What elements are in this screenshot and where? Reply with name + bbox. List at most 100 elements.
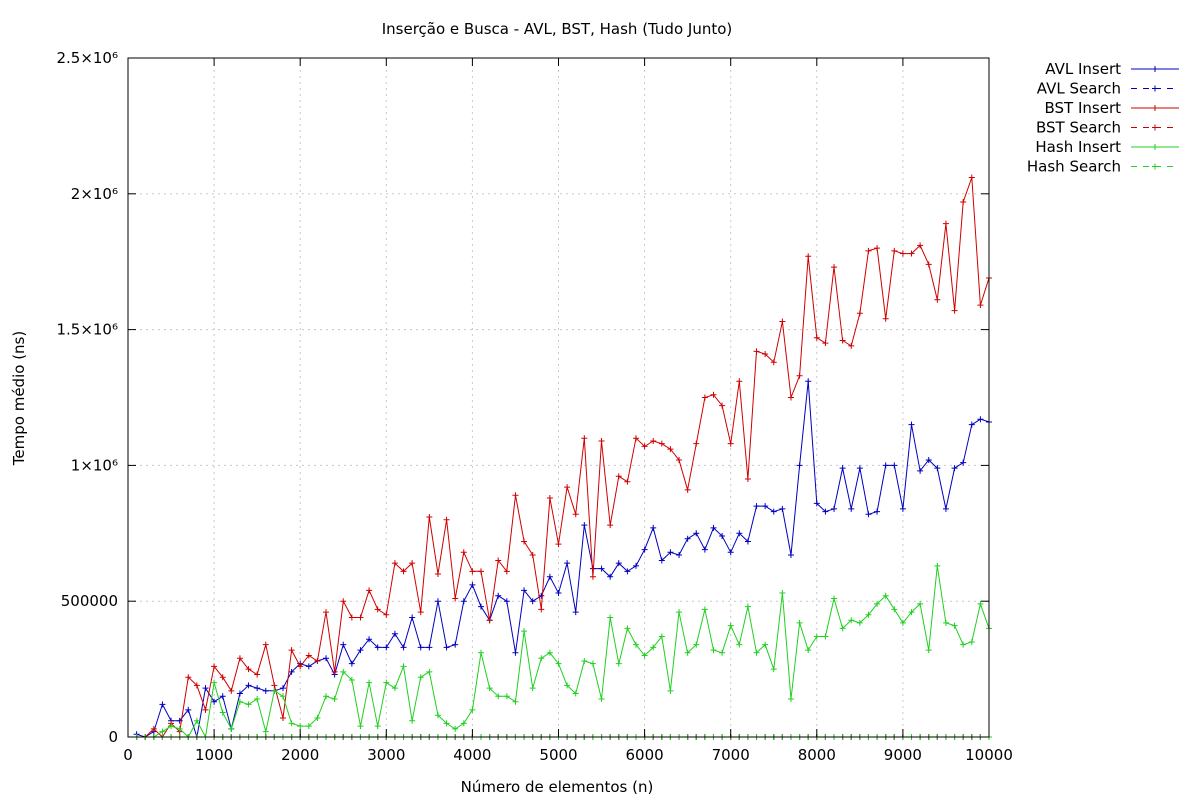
bst-insert-point	[744, 475, 751, 482]
legend-marker-hash-search	[1152, 163, 1158, 170]
avl-insert-point	[288, 668, 295, 675]
bst-insert-point	[589, 573, 596, 580]
hash-insert-point	[934, 562, 941, 569]
x-tick-label: 4000	[453, 746, 491, 764]
legend-label-bst-search: BST Search	[1036, 119, 1121, 137]
legend-label-avl-insert: AVL Insert	[1045, 60, 1121, 78]
avl-insert-series	[133, 378, 992, 740]
bst-insert-point	[598, 437, 605, 444]
hash-insert-point	[340, 668, 347, 675]
hash-insert-point	[684, 649, 691, 656]
chart-title: Inserção e Busca - AVL, BST, Hash (Tudo …	[382, 20, 733, 38]
hash-insert-point	[331, 695, 338, 702]
hash-insert-point	[478, 649, 485, 656]
hash-insert-point	[968, 638, 975, 645]
avl-insert-point	[727, 549, 734, 556]
hash-insert-point	[650, 644, 657, 651]
hash-insert-point	[589, 660, 596, 667]
hash-insert-point	[796, 619, 803, 626]
legend-marker-avl-search	[1152, 85, 1158, 92]
avl-insert-point	[529, 598, 536, 605]
hash-insert-point	[176, 725, 183, 732]
hash-insert-series	[133, 562, 992, 740]
legend-marker-avl-insert	[1152, 66, 1158, 72]
avl-insert-point	[684, 535, 691, 542]
hash-insert-point	[546, 649, 553, 656]
avl-insert-point	[478, 603, 485, 610]
bst-insert-point	[228, 687, 235, 694]
bst-insert-point	[478, 568, 485, 575]
bst-insert-point	[555, 541, 562, 548]
hash-insert-point	[262, 728, 269, 735]
bst-insert-point	[762, 351, 769, 358]
avl-insert-point	[839, 465, 846, 472]
hash-insert-point	[960, 641, 967, 648]
y-tick-label: 2.5×10⁶	[56, 49, 118, 67]
hash-insert-point	[882, 592, 889, 599]
hash-insert-point	[908, 609, 915, 616]
avl-insert-point	[942, 505, 949, 512]
bst-insert-point	[279, 714, 286, 721]
hash-insert-point	[236, 698, 243, 705]
avl-insert-point	[495, 592, 502, 599]
bst-insert-point	[185, 674, 192, 681]
hash-insert-point	[564, 682, 571, 689]
bst-insert-point	[650, 437, 657, 444]
hash-insert-point	[581, 657, 588, 664]
hash-insert-point	[942, 619, 949, 626]
bst-insert-point	[813, 334, 820, 341]
bst-insert-point	[839, 337, 846, 344]
bst-insert-line	[136, 177, 990, 738]
bst-insert-point	[383, 611, 390, 618]
bst-insert-point	[348, 614, 355, 621]
bst-insert-point	[538, 606, 545, 613]
bst-insert-point	[899, 250, 906, 257]
avl-insert-point	[262, 687, 269, 694]
avl-insert-point	[632, 562, 639, 569]
avl-insert-point	[185, 706, 192, 713]
bst-insert-point	[908, 250, 915, 257]
hash-insert-point	[607, 614, 614, 621]
bst-insert-point	[391, 560, 398, 567]
hash-insert-point	[676, 609, 683, 616]
hash-insert-point	[288, 720, 295, 727]
avl-insert-point	[572, 609, 579, 616]
avl-insert-point	[624, 568, 631, 575]
bst-insert-point	[546, 494, 553, 501]
bst-insert-point	[323, 609, 330, 616]
avl-insert-point	[805, 378, 812, 385]
bst-insert-point	[736, 378, 743, 385]
avl-insert-point	[848, 505, 855, 512]
bst-insert-point	[960, 198, 967, 205]
avl-insert-point	[348, 660, 355, 667]
hash-insert-point	[719, 649, 726, 656]
hash-insert-point	[848, 617, 855, 624]
hash-insert-point	[400, 663, 407, 670]
bst-insert-point	[848, 342, 855, 349]
bst-insert-point	[693, 440, 700, 447]
bst-insert-point	[632, 435, 639, 442]
x-tick-label: 9000	[884, 746, 922, 764]
bst-insert-point	[460, 549, 467, 556]
bst-insert-point	[925, 261, 932, 268]
bst-insert-point	[469, 568, 476, 575]
grid	[128, 58, 989, 737]
avl-insert-point	[305, 663, 312, 670]
avl-insert-point	[822, 508, 829, 515]
bst-insert-point	[417, 609, 424, 616]
bst-insert-point	[443, 516, 450, 523]
y-tick-label: 500000	[61, 592, 118, 610]
bst-insert-point	[779, 318, 786, 325]
hash-insert-point	[228, 725, 235, 732]
avl-insert-point	[701, 546, 708, 553]
hash-insert-point	[426, 668, 433, 675]
avl-insert-point	[607, 573, 614, 580]
series-layer	[133, 174, 992, 740]
y-tick-label: 1×10⁶	[71, 456, 118, 474]
hash-insert-point	[305, 723, 312, 730]
avl-insert-point	[891, 462, 898, 469]
hash-insert-point	[366, 679, 373, 686]
bst-insert-point	[891, 247, 898, 254]
bst-insert-point	[340, 598, 347, 605]
bst-insert-point	[874, 245, 881, 252]
